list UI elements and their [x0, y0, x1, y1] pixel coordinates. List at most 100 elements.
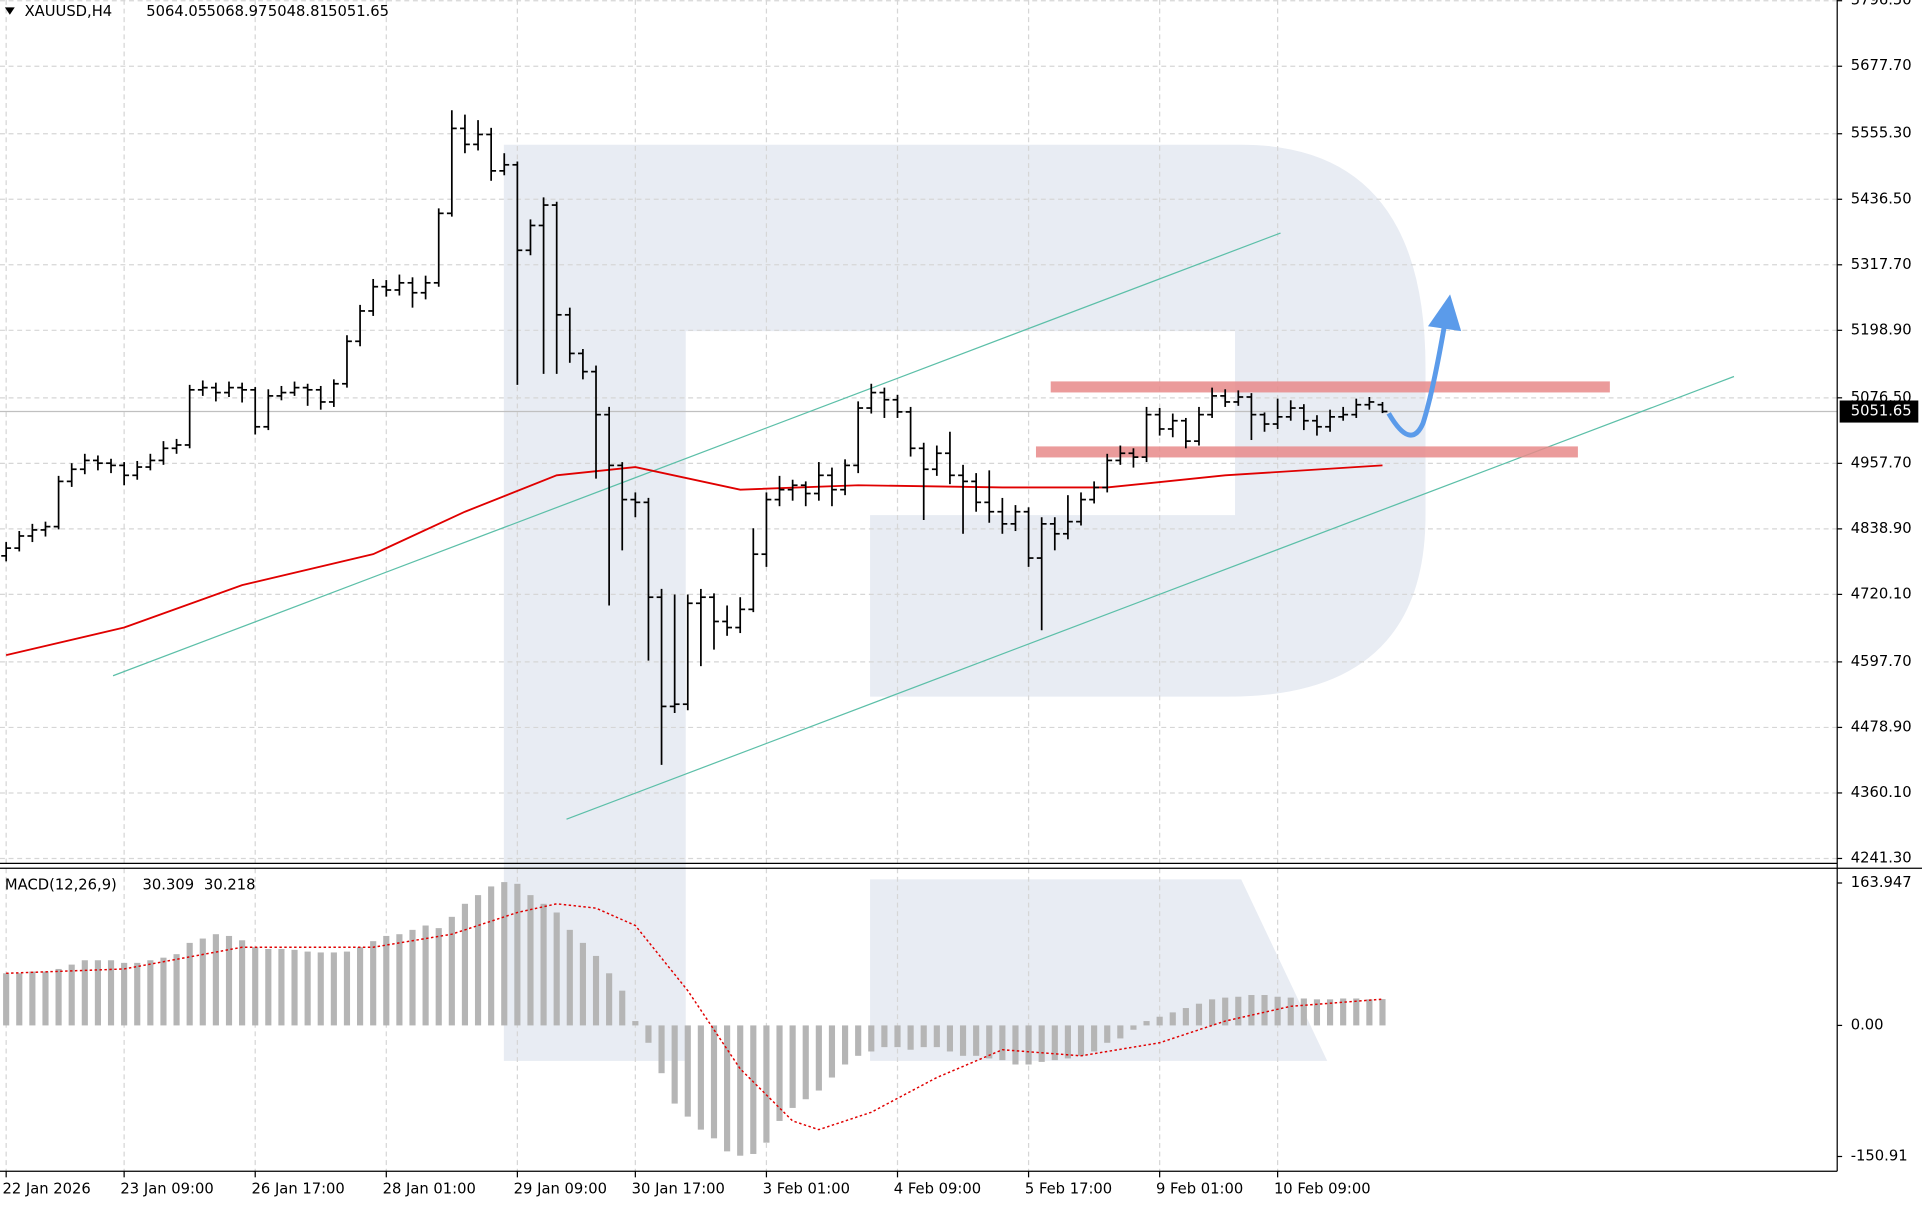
- y-tick-label: 5198.90: [1851, 321, 1912, 338]
- ohlc-bar: [250, 387, 261, 435]
- ohlc-bar: [682, 594, 693, 711]
- histogram-bar: [409, 929, 416, 1026]
- histogram-bar: [540, 903, 547, 1026]
- histogram-bar: [1313, 999, 1321, 1026]
- ohlc-bar: [237, 382, 248, 403]
- ohlc-bar: [1272, 398, 1283, 429]
- ohlc-bar: [342, 335, 352, 388]
- histogram-bar: [1169, 1012, 1176, 1026]
- ohlc-bar: [473, 120, 483, 151]
- ohlc-bar: [1141, 406, 1152, 463]
- histogram-bar: [1038, 1025, 1045, 1062]
- histogram-bar: [1117, 1025, 1124, 1039]
- ohlc-bar: [27, 523, 38, 543]
- ohlc-bar: [1298, 404, 1309, 431]
- histogram-bar: [802, 1025, 809, 1100]
- histogram-bar: [789, 1025, 796, 1108]
- histogram-bar: [566, 929, 573, 1026]
- histogram-bar: [855, 1025, 862, 1056]
- signal-value: 30.218: [204, 876, 256, 893]
- ohlc-bar: [171, 438, 182, 454]
- histogram-bar: [461, 903, 469, 1026]
- ohlc-bar: [315, 385, 326, 410]
- histogram-bar: [763, 1025, 770, 1143]
- indicator-title: MACD(12,26,9): [5, 876, 117, 893]
- histogram-bar: [920, 1025, 927, 1048]
- frame: [0, 0, 1922, 1172]
- ohlc-bar: [1167, 413, 1178, 438]
- ohlc-bar: [210, 382, 221, 402]
- histogram-bar: [3, 973, 10, 1026]
- histogram-bar: [383, 935, 390, 1026]
- histogram-bar: [396, 934, 403, 1026]
- ohlc-bar: [394, 274, 405, 296]
- ohlc-bar: [827, 467, 837, 507]
- x-tick-label: 28 Jan 01:00: [383, 1181, 476, 1198]
- histogram-bar: [291, 949, 298, 1026]
- ohlc-bar: [1036, 517, 1047, 631]
- histogram-bar: [1156, 1016, 1163, 1026]
- ohlc-bar: [407, 277, 418, 308]
- histogram-bar: [658, 1025, 665, 1074]
- ohlc-bar: [997, 497, 1008, 534]
- histogram-bar: [199, 938, 206, 1026]
- ohlc-bar: [1010, 505, 1021, 532]
- ohlc-bar: [748, 528, 759, 613]
- y-tick-label: 4957.70: [1851, 454, 1912, 471]
- ohlc-bar: [381, 280, 392, 297]
- y-tick-label: 0.00: [1851, 1016, 1884, 1033]
- ohlc-bar: [420, 275, 431, 300]
- histogram-bar: [173, 954, 180, 1026]
- ohlc-bar: [1325, 409, 1335, 432]
- support-zone: [1035, 446, 1578, 458]
- ohlc-bar: [368, 278, 379, 316]
- ohlc-bar: [695, 588, 706, 667]
- histogram-bar: [710, 1025, 718, 1139]
- ohlc-bar: [1154, 408, 1165, 436]
- histogram-bar: [29, 971, 36, 1026]
- histogram-bar: [94, 960, 101, 1026]
- y-tick-label: 4838.90: [1851, 520, 1912, 537]
- open-value: 5064.05: [146, 3, 207, 20]
- histogram-bar: [343, 951, 351, 1026]
- ohlc-bar: [446, 110, 457, 217]
- ohlc-bar: [197, 380, 208, 396]
- histogram-bar: [147, 960, 154, 1026]
- histogram-bar: [422, 925, 429, 1026]
- histogram-bar: [750, 1025, 757, 1154]
- resistance-zone: [1050, 381, 1610, 393]
- ohlc-bar: [1285, 400, 1296, 421]
- ohlc-bar: [656, 588, 667, 765]
- price-tag: [1839, 400, 1919, 423]
- ohlc-bar: [1233, 390, 1244, 406]
- ohlc-bar: [460, 114, 470, 154]
- histogram-bar: [121, 962, 128, 1026]
- histogram-bar: [1209, 999, 1216, 1026]
- ohlc-bar: [79, 453, 90, 475]
- ohlc-bar: [1246, 393, 1257, 441]
- histogram-bar: [1195, 1003, 1203, 1026]
- histogram-bar: [1222, 997, 1229, 1026]
- histogram-bar: [304, 951, 311, 1026]
- histogram-bar: [645, 1025, 652, 1043]
- histogram-bar: [527, 895, 534, 1026]
- histogram-bar: [357, 947, 364, 1026]
- histogram-bar: [606, 973, 613, 1026]
- histogram-bar: [212, 934, 219, 1026]
- histogram-bar: [225, 935, 233, 1026]
- plot-layer: [1, 110, 1388, 1156]
- histogram-bar: [1091, 1025, 1098, 1052]
- y-tick-label: 4720.10: [1851, 585, 1912, 602]
- ohlc-bar: [1220, 389, 1231, 407]
- histogram-bar: [1235, 996, 1242, 1026]
- grid-layer: [0, 0, 1843, 1178]
- x-tick-label: 26 Jan 17:00: [252, 1181, 345, 1198]
- histogram-bar: [1130, 1025, 1137, 1030]
- histogram-bar: [933, 1025, 940, 1048]
- ohlc-bar: [158, 441, 169, 465]
- ohlc-bar: [1338, 406, 1349, 421]
- histogram-bar: [317, 952, 324, 1026]
- ohlc-bar: [918, 442, 929, 520]
